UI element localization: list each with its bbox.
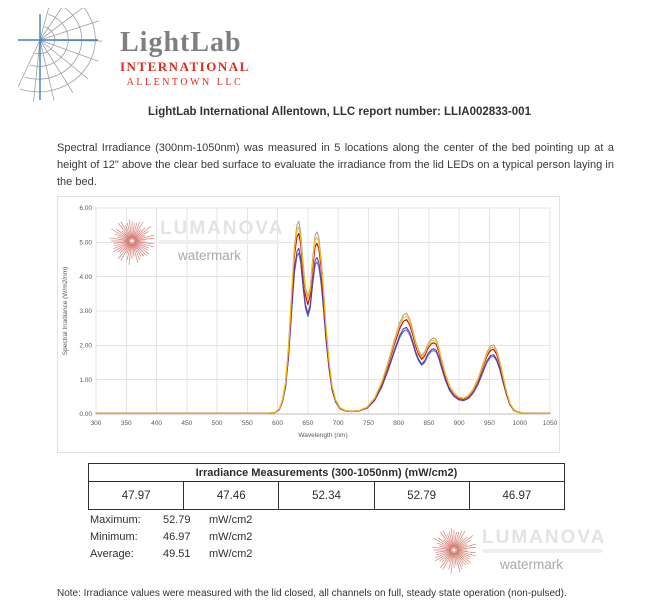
stat-value: 49.51 bbox=[163, 548, 191, 560]
svg-text:300: 300 bbox=[91, 420, 102, 427]
stat-label: Average: bbox=[90, 548, 134, 560]
table-title: Irradiance Measurements (300-1050nm) (mW… bbox=[88, 463, 565, 482]
svg-text:1000: 1000 bbox=[512, 420, 527, 427]
svg-text:4.00: 4.00 bbox=[79, 274, 92, 281]
svg-text:550: 550 bbox=[242, 420, 253, 427]
stat-label: Minimum: bbox=[90, 531, 138, 543]
stat-unit: mW/cm2 bbox=[209, 514, 253, 526]
svg-text:700: 700 bbox=[333, 420, 344, 427]
svg-text:5.00: 5.00 bbox=[79, 240, 92, 247]
svg-text:650: 650 bbox=[302, 420, 313, 427]
svg-text:450: 450 bbox=[181, 420, 192, 427]
svg-text:750: 750 bbox=[363, 420, 374, 427]
footnote: Note: Irradiance values were measured wi… bbox=[57, 588, 567, 599]
starburst-watermark-icon bbox=[431, 528, 477, 574]
measurement-cell-1: 47.97 bbox=[87, 481, 185, 510]
report-number-line: LightLab International Allentown, LLC re… bbox=[148, 106, 531, 118]
lumanova-watermark: LUMANOVA watermark bbox=[428, 524, 606, 576]
svg-text:2.00: 2.00 bbox=[79, 343, 92, 350]
stat-label: Maximum: bbox=[90, 514, 141, 526]
svg-text:950: 950 bbox=[484, 420, 495, 427]
watermark-label-text: watermark bbox=[500, 557, 564, 572]
stat-row-minimum: Minimum: 46.97 mW/cm2 bbox=[90, 529, 279, 546]
table-values-row: 47.97 47.46 52.34 52.79 46.97 bbox=[87, 481, 566, 510]
measurement-cell-5: 46.97 bbox=[468, 481, 566, 510]
measurement-cell-4: 52.79 bbox=[373, 481, 470, 510]
svg-text:500: 500 bbox=[212, 420, 223, 427]
logo-international-label: INTERNATIONAL bbox=[120, 59, 250, 74]
line-chart-canvas: 300 350 400 450 500 550 600 650 700 750 800 850 900 9… bbox=[62, 205, 558, 439]
svg-text:6.00: 6.00 bbox=[79, 205, 92, 212]
svg-text:350: 350 bbox=[121, 420, 132, 427]
stat-row-maximum: Maximum: 52.79 mW/cm2 bbox=[90, 512, 279, 529]
irradiance-measurements-table: Irradiance Measurements (300-1050nm) (mW… bbox=[87, 463, 566, 510]
stat-row-average: Average: 49.51 mW/cm2 bbox=[90, 546, 279, 563]
svg-text:850: 850 bbox=[424, 420, 435, 427]
stat-unit: mW/cm2 bbox=[209, 548, 253, 560]
watermark-brand-text: LUMANOVA bbox=[482, 527, 607, 548]
watermark-tagline-bar bbox=[482, 549, 602, 553]
svg-text:0.00: 0.00 bbox=[79, 411, 92, 418]
stat-unit: mW/cm2 bbox=[209, 531, 253, 543]
stat-value: 46.97 bbox=[163, 531, 191, 543]
svg-text:1.00: 1.00 bbox=[79, 377, 92, 384]
svg-text:400: 400 bbox=[151, 420, 162, 427]
polar-wireframe-logo-icon bbox=[18, 8, 102, 102]
svg-text:1050: 1050 bbox=[543, 420, 558, 427]
lightlab-logo: LightLab INTERNATIONAL ALLENTOWN LLC bbox=[18, 6, 358, 106]
stat-value: 52.79 bbox=[163, 514, 191, 526]
logo-brand-name: LightLab bbox=[120, 27, 242, 58]
svg-text:Wavelength (nm): Wavelength (nm) bbox=[298, 432, 347, 439]
logo-text-block: LightLab INTERNATIONAL ALLENTOWN LLC bbox=[120, 28, 250, 89]
measurement-cell-3: 52.34 bbox=[278, 481, 375, 510]
spectral-irradiance-chart: 300 350 400 450 500 550 600 650 700 750 800 850 900 9… bbox=[57, 196, 560, 453]
logo-allentown-label: ALLENTOWN LLC bbox=[126, 77, 244, 88]
svg-text:900: 900 bbox=[454, 420, 465, 427]
svg-text:800: 800 bbox=[393, 420, 404, 427]
measurement-cell-2: 47.46 bbox=[183, 481, 280, 510]
summary-stats: Maximum: 52.79 mW/cm2 Minimum: 46.97 mW/… bbox=[90, 512, 279, 563]
intro-paragraph: Spectral Irradiance (300nm-1050nm) was m… bbox=[57, 142, 614, 188]
svg-text:3.00: 3.00 bbox=[79, 308, 92, 315]
table-header-row: Irradiance Measurements (300-1050nm) (mW… bbox=[88, 463, 565, 482]
svg-text:600: 600 bbox=[272, 420, 283, 427]
svg-text:Spectral Irradiance (W/m2/nm): Spectral Irradiance (W/m2/nm) bbox=[62, 267, 69, 356]
